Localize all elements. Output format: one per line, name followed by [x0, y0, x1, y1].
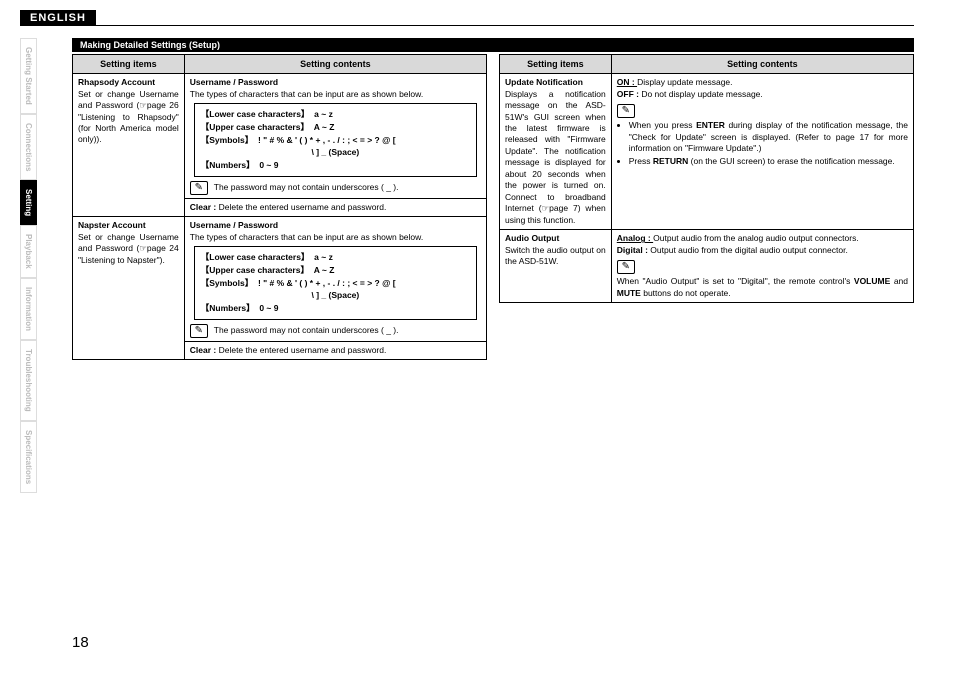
cell-rhapsody-content: Username / Password The types of charact… [184, 74, 486, 199]
section-title: Making Detailed Settings (Setup) [72, 38, 914, 52]
right-column: Setting items Setting contents Update No… [499, 54, 914, 360]
update-bullets: When you press ENTER during display of t… [617, 120, 908, 168]
tab-getting-started[interactable]: Getting Started [20, 38, 37, 114]
lower-val-2: a ~ z [314, 252, 333, 262]
left-column: Setting items Setting contents Rhapsody … [72, 54, 487, 360]
th-contents-r: Setting contents [611, 55, 913, 74]
audio-note: When "Audio Output" is set to "Digital",… [617, 276, 908, 299]
language-tab: ENGLISH [20, 10, 96, 26]
pencil-icon: ✎ [190, 324, 208, 338]
b2a: Press [629, 156, 653, 166]
on-text: Display update message. [637, 77, 732, 87]
language-underline [20, 25, 914, 26]
symbols-label: 【Symbols】 [201, 135, 253, 145]
note-and: and [890, 276, 908, 286]
rhapsody-content-title: Username / Password [190, 77, 278, 87]
cell-update-content: ON : Display update message. OFF : Do no… [611, 74, 913, 230]
bullet-2: Press RETURN (on the GUI screen) to eras… [629, 156, 908, 167]
tab-playback[interactable]: Playback [20, 225, 37, 278]
numbers-val: 0 ~ 9 [259, 160, 278, 170]
clear-label-2: Clear : [190, 345, 219, 355]
th-items-r: Setting items [500, 55, 612, 74]
upper-label: 【Upper case characters】 [201, 122, 309, 132]
numbers-label-2: 【Numbers】 [201, 303, 255, 313]
note-mute: MUTE [617, 288, 641, 298]
numbers-label: 【Numbers】 [201, 160, 255, 170]
cell-napster-clear: Clear : Delete the entered username and … [184, 341, 486, 359]
rhapsody-content-desc: The types of characters that can be inpu… [190, 89, 423, 99]
symbols-val-2: ! " # % & ' ( ) * + , - . / : ; < = > ? … [258, 278, 396, 288]
update-desc: Displays a notification message on the A… [505, 89, 606, 225]
sidebar-nav: Getting Started Connections Setting Play… [20, 38, 48, 493]
note-row: ✎ The password may not contain underscor… [190, 181, 481, 195]
napster-content-desc: The types of characters that can be inpu… [190, 232, 423, 242]
settings-table-left: Setting items Setting contents Rhapsody … [72, 54, 487, 360]
digital-text: Output audio from the digital audio outp… [650, 245, 848, 255]
cell-rhapsody-clear: Clear : Delete the entered username and … [184, 198, 486, 216]
cell-audio-item: Audio Output Switch the audio output on … [500, 230, 612, 303]
clear-text-2: Delete the entered username and password… [219, 345, 387, 355]
symbols-val2-2: \ ] _ (Space) [201, 289, 470, 302]
napster-title: Napster Account [78, 220, 146, 230]
b1enter: ENTER [696, 120, 725, 130]
tab-connections[interactable]: Connections [20, 114, 37, 180]
numbers-val-2: 0 ~ 9 [259, 303, 278, 313]
note-a: When "Audio Output" is set to "Digital",… [617, 276, 854, 286]
audio-title: Audio Output [505, 233, 559, 243]
charbox-napster: 【Lower case characters】 a ~ z 【Upper cas… [194, 246, 477, 320]
update-title: Update Notification [505, 77, 583, 87]
pencil-icon: ✎ [617, 260, 635, 274]
napster-content-title: Username / Password [190, 220, 278, 230]
rhapsody-desc: Set or change Username and Password (☞pa… [78, 89, 179, 145]
napster-desc: Set or change Username and Password (☞pa… [78, 232, 179, 265]
note-vol: VOLUME [854, 276, 890, 286]
symbols-val: ! " # % & ' ( ) * + , - . / : ; < = > ? … [258, 135, 396, 145]
audio-desc: Switch the audio output on the ASD-51W. [505, 245, 606, 266]
symbols-label-2: 【Symbols】 [201, 278, 253, 288]
cell-audio-content: Analog : Output audio from the analog au… [611, 230, 913, 303]
symbols-val2: \ ] _ (Space) [201, 146, 470, 159]
tab-setting[interactable]: Setting [20, 180, 37, 225]
bullet-1: When you press ENTER during display of t… [629, 120, 908, 154]
on-label: ON : [617, 77, 637, 87]
analog-label: Analog : [617, 233, 653, 243]
content-columns: Setting items Setting contents Rhapsody … [72, 54, 914, 360]
lower-label: 【Lower case characters】 [201, 109, 310, 119]
th-contents: Setting contents [184, 55, 486, 74]
b2return: RETURN [653, 156, 688, 166]
b1a: When you press [629, 120, 696, 130]
clear-label: Clear : [190, 202, 219, 212]
rhapsody-title: Rhapsody Account [78, 77, 155, 87]
charbox-rhapsody: 【Lower case characters】 a ~ z 【Upper cas… [194, 103, 477, 177]
analog-text: Output audio from the analog audio outpu… [653, 233, 859, 243]
tab-troubleshooting[interactable]: Troubleshooting [20, 340, 37, 421]
pencil-icon: ✎ [190, 181, 208, 195]
pencil-icon: ✎ [617, 104, 635, 118]
page-number: 18 [72, 634, 89, 651]
note-b: buttons do not operate. [641, 288, 731, 298]
upper-label-2: 【Upper case characters】 [201, 265, 309, 275]
upper-val-2: A ~ Z [314, 265, 335, 275]
manual-page: ENGLISH Getting Started Connections Sett… [0, 0, 954, 673]
upper-val: A ~ Z [314, 122, 335, 132]
rhapsody-note: The password may not contain underscores… [214, 182, 399, 193]
note-row-2: ✎ The password may not contain underscor… [190, 324, 481, 338]
off-text: Do not display update message. [641, 89, 762, 99]
th-items: Setting items [73, 55, 185, 74]
off-label: OFF : [617, 89, 642, 99]
tab-specifications[interactable]: Specifications [20, 421, 37, 493]
lower-val: a ~ z [314, 109, 333, 119]
cell-update-item: Update Notification Displays a notificat… [500, 74, 612, 230]
cell-napster-content: Username / Password The types of charact… [184, 217, 486, 342]
clear-text: Delete the entered username and password… [219, 202, 387, 212]
b2b: (on the GUI screen) to erase the notific… [688, 156, 894, 166]
napster-note: The password may not contain underscores… [214, 325, 399, 336]
lower-label-2: 【Lower case characters】 [201, 252, 310, 262]
digital-label: Digital : [617, 245, 651, 255]
cell-rhapsody-item: Rhapsody Account Set or change Username … [73, 74, 185, 217]
tab-information[interactable]: Information [20, 278, 37, 340]
cell-napster-item: Napster Account Set or change Username a… [73, 217, 185, 360]
settings-table-right: Setting items Setting contents Update No… [499, 54, 914, 303]
